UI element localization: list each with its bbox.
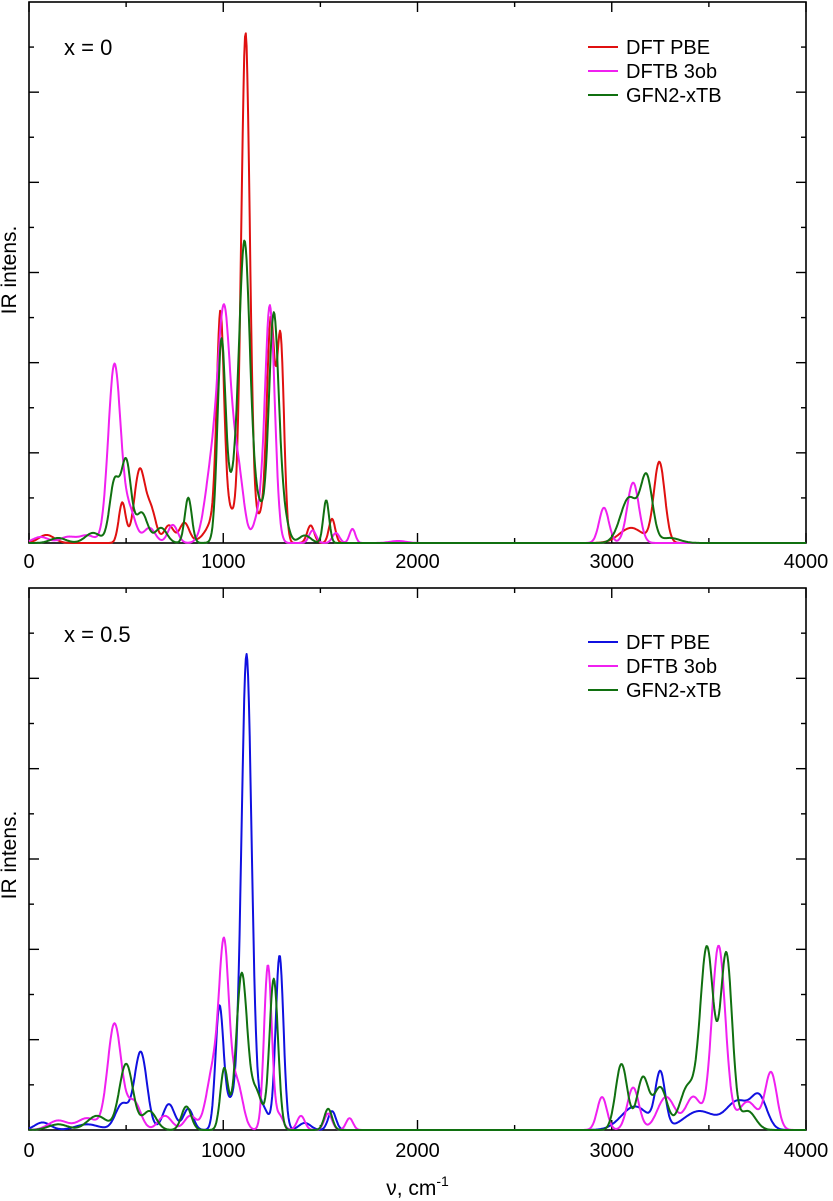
legend-label: GFN2-xTB (626, 680, 722, 702)
series-line-dft-pbe (28, 653, 807, 1131)
series-line-dftb-3ob (28, 936, 807, 1131)
x-tick-label: 4000 (784, 1140, 829, 1162)
series-line-dft-pbe (28, 32, 807, 544)
x-tick-label: 1000 (201, 1140, 246, 1162)
x-tick-label: 2000 (395, 1140, 440, 1162)
x-tick-label: 4000 (784, 551, 829, 573)
x-tick-label: 2000 (395, 551, 440, 573)
series-line-dftb-3ob (28, 303, 807, 544)
legend-label: DFTB 3ob (626, 656, 717, 678)
panel-annotation: x = 0 (64, 35, 112, 60)
x-tick-label: 1000 (201, 551, 246, 573)
legend-label: DFT PBE (626, 632, 710, 654)
x-tick-label: 3000 (590, 551, 635, 573)
legend-label: GFN2-xTB (626, 85, 722, 107)
x-axis-label: ν, cm-1 (386, 1173, 449, 1200)
series-line-gfn2-xtb (28, 945, 807, 1131)
panel-top: 0 1000 2000 3000 4000 IR intens. x = 0 DFT PBED… (0, 1, 829, 573)
panel-bottom: 0 1000 2000 3000 4000 IR intens. x = 0.5 DFT PB… (0, 587, 829, 1200)
x-tick-label: 3000 (590, 1140, 635, 1162)
y-axis-label: IR intens. (0, 811, 21, 900)
legend-label: DFT PBE (626, 37, 710, 59)
y-axis-label: IR intens. (0, 226, 21, 315)
legend-label: DFTB 3ob (626, 61, 717, 83)
series-line-gfn2-xtb (28, 239, 807, 544)
x-tick-label: 0 (23, 1140, 34, 1162)
x-tick-label: 0 (23, 551, 34, 573)
panel-annotation: x = 0.5 (64, 622, 131, 647)
plot-frame (28, 1, 807, 544)
